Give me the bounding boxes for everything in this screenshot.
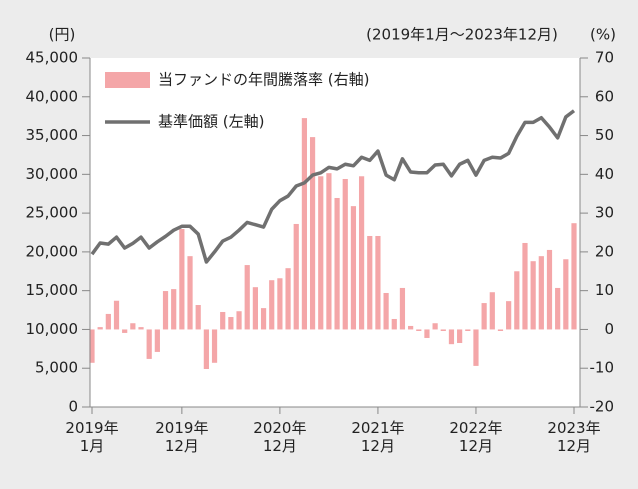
bar [187,256,193,330]
bar [416,329,422,331]
bar [350,206,357,330]
y2-tick-label: 0 [604,320,614,338]
left-unit: (円) [49,26,76,44]
bar [89,329,95,363]
y2-tick-label: -10 [590,359,615,377]
bar [113,300,120,330]
bar [391,318,397,330]
x-tick-label: 2021年 12月 [351,419,405,455]
y-tick-label: 45,000 [26,49,79,67]
right-unit: (%) [590,26,616,44]
bar [269,280,275,330]
bar [489,292,495,330]
bar [301,118,308,330]
bar [203,329,209,369]
bar [293,223,299,330]
bar [473,329,479,366]
bar [179,229,185,330]
bar [457,329,463,344]
y-tick-label: 0 [68,398,78,416]
x-tick-label: 2019年 1月 [65,419,119,455]
bar [244,265,250,330]
y2-tick-label: 60 [595,87,614,105]
y2-tick-label: 50 [595,126,614,144]
bar [465,329,471,331]
bar [408,325,414,330]
bar [97,327,103,330]
legend-swatch [105,72,150,88]
bar [497,329,504,331]
bar [162,291,169,330]
bar [285,268,291,330]
bar [375,235,381,330]
bar [146,329,152,359]
bar [211,329,218,363]
y-tick-label: 35,000 [26,126,79,144]
y-tick-label: 10,000 [26,320,79,338]
bar [228,317,234,330]
bar [171,289,177,330]
x-tick-label: 2022年 12月 [449,419,503,455]
bar [530,261,536,330]
bar [220,311,226,330]
bar [448,329,455,345]
y-tick-label: 15,000 [26,281,79,299]
bar [130,323,136,330]
bar [260,308,267,330]
bar [309,137,316,330]
bar [358,176,365,330]
x-tick-label: 2019年 12月 [155,419,209,455]
bar [326,173,332,330]
y-tick-label: 5,000 [35,359,78,377]
bar [367,235,373,330]
bar [105,313,111,330]
bar [506,301,512,330]
legend-label: 当ファンドの年間騰落率 (右軸) [158,71,369,89]
bar [383,292,389,330]
y2-tick-label: 20 [595,242,614,260]
y2-tick-label: 70 [595,49,614,67]
y-tick-label: 25,000 [26,204,79,222]
bar [138,327,144,330]
y2-tick-label: 40 [595,165,614,183]
bar [555,287,561,330]
bar [546,249,553,330]
bar [334,197,340,330]
bar [538,256,544,330]
bar [318,176,324,330]
bar [154,329,160,352]
x-tick-label: 2023年 12月 [547,419,601,455]
bar [195,305,201,330]
bar [432,323,438,330]
bar [481,303,487,330]
subtitle: (2019年1月〜2023年12月) [366,26,558,44]
legend-label: 基準価額 (左軸) [158,113,264,131]
y2-tick-label: 10 [595,281,614,299]
y-tick-label: 20,000 [26,242,79,260]
y2-tick-label: 30 [595,204,614,222]
bar [514,271,520,330]
bar [122,329,128,333]
bar [424,329,430,338]
y2-tick-label: -20 [590,398,615,416]
bar [571,223,577,330]
line [90,109,576,264]
bar [440,329,446,331]
bar [522,242,528,330]
bar [342,178,348,330]
bar [399,287,406,330]
bar [236,311,242,330]
bar [563,259,569,330]
x-tick-label: 2020年 12月 [253,419,307,455]
y-tick-label: 40,000 [26,87,79,105]
bar [277,278,283,330]
y-tick-label: 30,000 [26,165,79,183]
bar [252,287,258,330]
